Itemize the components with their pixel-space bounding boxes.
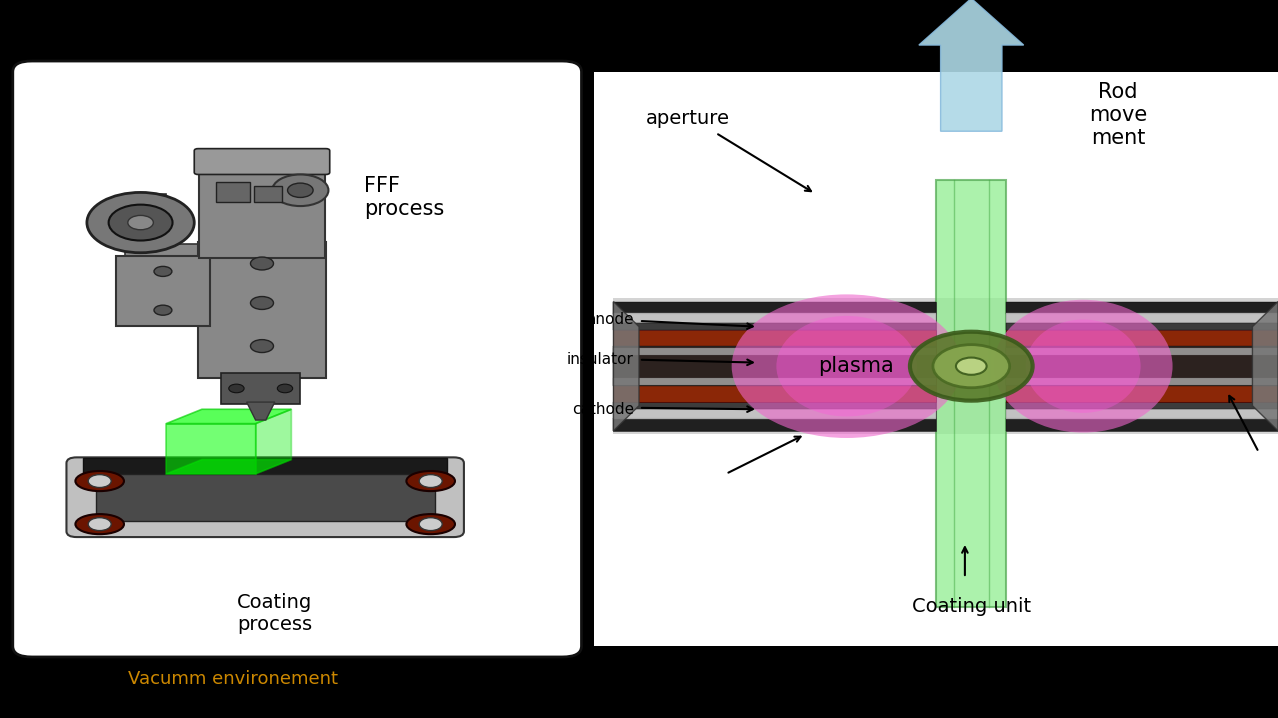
- FancyBboxPatch shape: [13, 61, 581, 657]
- Polygon shape: [256, 409, 291, 474]
- Ellipse shape: [1025, 320, 1140, 413]
- FancyBboxPatch shape: [1007, 323, 1278, 330]
- FancyBboxPatch shape: [1007, 348, 1278, 355]
- Circle shape: [910, 332, 1033, 401]
- Text: cathode: cathode: [571, 402, 634, 416]
- Text: anode: anode: [587, 312, 634, 327]
- FancyBboxPatch shape: [613, 418, 937, 431]
- FancyBboxPatch shape: [613, 313, 937, 323]
- FancyBboxPatch shape: [613, 302, 937, 431]
- Text: Rod
move
ment: Rod move ment: [1089, 82, 1148, 148]
- Circle shape: [933, 345, 1010, 388]
- Circle shape: [88, 518, 111, 531]
- Circle shape: [128, 215, 153, 230]
- Ellipse shape: [993, 299, 1172, 432]
- FancyBboxPatch shape: [194, 149, 330, 174]
- FancyBboxPatch shape: [254, 186, 282, 202]
- Text: plasma: plasma: [818, 356, 895, 376]
- Circle shape: [229, 384, 244, 393]
- Circle shape: [419, 475, 442, 488]
- FancyBboxPatch shape: [613, 348, 937, 355]
- Ellipse shape: [75, 514, 124, 534]
- Text: FFF
process: FFF process: [364, 176, 445, 219]
- FancyBboxPatch shape: [116, 256, 210, 326]
- FancyBboxPatch shape: [1007, 330, 1278, 402]
- FancyBboxPatch shape: [1007, 313, 1278, 323]
- Circle shape: [288, 183, 313, 197]
- FancyBboxPatch shape: [1007, 418, 1278, 431]
- Polygon shape: [613, 302, 639, 431]
- FancyBboxPatch shape: [613, 298, 1278, 434]
- FancyBboxPatch shape: [1007, 346, 1278, 386]
- Polygon shape: [125, 194, 211, 258]
- Circle shape: [88, 475, 111, 488]
- Circle shape: [87, 192, 194, 253]
- FancyBboxPatch shape: [613, 323, 937, 330]
- Text: Vacumm environement: Vacumm environement: [128, 669, 337, 688]
- Text: Coating
process: Coating process: [238, 593, 312, 635]
- FancyBboxPatch shape: [613, 402, 937, 409]
- Circle shape: [153, 305, 171, 315]
- Polygon shape: [166, 460, 291, 474]
- Ellipse shape: [777, 316, 918, 416]
- Text: Coating unit: Coating unit: [911, 597, 1031, 616]
- FancyBboxPatch shape: [199, 166, 325, 258]
- FancyBboxPatch shape: [594, 72, 1278, 646]
- FancyBboxPatch shape: [83, 458, 447, 476]
- Ellipse shape: [75, 471, 124, 491]
- Circle shape: [277, 384, 293, 393]
- Ellipse shape: [732, 294, 962, 438]
- FancyBboxPatch shape: [216, 182, 250, 202]
- Circle shape: [250, 340, 273, 353]
- Polygon shape: [247, 402, 275, 420]
- Circle shape: [250, 297, 273, 309]
- FancyArrow shape: [919, 0, 1024, 131]
- Polygon shape: [166, 424, 256, 474]
- FancyBboxPatch shape: [1007, 409, 1278, 419]
- Circle shape: [109, 205, 173, 241]
- FancyBboxPatch shape: [613, 330, 937, 402]
- FancyBboxPatch shape: [613, 346, 937, 386]
- Circle shape: [272, 174, 328, 206]
- FancyBboxPatch shape: [1007, 302, 1278, 314]
- FancyBboxPatch shape: [1007, 302, 1278, 431]
- FancyBboxPatch shape: [96, 474, 435, 521]
- Circle shape: [153, 266, 171, 276]
- FancyBboxPatch shape: [198, 242, 326, 378]
- FancyBboxPatch shape: [937, 180, 1007, 607]
- Text: insulator: insulator: [567, 352, 634, 366]
- Circle shape: [419, 518, 442, 531]
- Polygon shape: [1252, 302, 1278, 431]
- FancyBboxPatch shape: [66, 457, 464, 537]
- FancyBboxPatch shape: [613, 378, 937, 385]
- FancyBboxPatch shape: [1007, 402, 1278, 409]
- Ellipse shape: [406, 471, 455, 491]
- Circle shape: [250, 257, 273, 270]
- FancyBboxPatch shape: [613, 302, 937, 314]
- Polygon shape: [166, 409, 291, 424]
- Ellipse shape: [406, 514, 455, 534]
- FancyBboxPatch shape: [613, 409, 937, 419]
- FancyBboxPatch shape: [1007, 378, 1278, 385]
- Text: aperture: aperture: [645, 109, 730, 128]
- Circle shape: [956, 358, 987, 375]
- FancyBboxPatch shape: [221, 373, 300, 404]
